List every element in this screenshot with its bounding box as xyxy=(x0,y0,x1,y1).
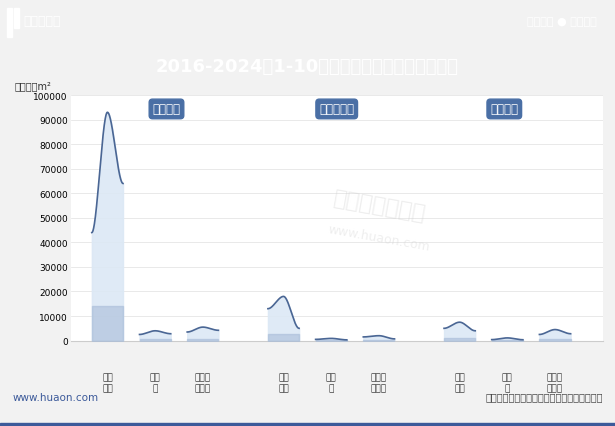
Text: www.huaon.com: www.huaon.com xyxy=(12,391,98,402)
Text: 竣工面积: 竣工面积 xyxy=(490,103,518,116)
Text: 专业严谨 ● 客观科学: 专业严谨 ● 客观科学 xyxy=(527,17,597,26)
Text: 商业营
业用房: 商业营 业用房 xyxy=(547,373,563,393)
Text: 华经情报网: 华经情报网 xyxy=(23,15,61,28)
Text: 2016-2024年1-10月广东省房地产施工面积情况: 2016-2024年1-10月广东省房地产施工面积情况 xyxy=(156,58,459,76)
Text: 华经产业研究院: 华经产业研究院 xyxy=(331,188,427,224)
Text: www.huaon.com: www.huaon.com xyxy=(327,222,431,253)
Text: 数据来源：国家统计局；华经产业研究院整理: 数据来源：国家统计局；华经产业研究院整理 xyxy=(485,391,603,402)
Text: 施工面积: 施工面积 xyxy=(153,103,180,116)
Text: 商品
住宅: 商品 住宅 xyxy=(454,373,465,393)
Text: 商业营
业用房: 商业营 业用房 xyxy=(371,373,387,393)
Text: 商品
住宅: 商品 住宅 xyxy=(278,373,289,393)
Text: 办公
楼: 办公 楼 xyxy=(502,373,513,393)
Text: 单位：万m²: 单位：万m² xyxy=(15,81,52,91)
Bar xyxy=(14,9,19,29)
Text: 商品
住宅: 商品 住宅 xyxy=(102,373,113,393)
Text: 商业营
业用房: 商业营 业用房 xyxy=(195,373,211,393)
Text: 新开工面积: 新开工面积 xyxy=(319,103,354,116)
Text: 办公
楼: 办公 楼 xyxy=(149,373,161,393)
Bar xyxy=(0,423,615,426)
Text: 办公
楼: 办公 楼 xyxy=(326,373,336,393)
Bar xyxy=(7,9,12,38)
